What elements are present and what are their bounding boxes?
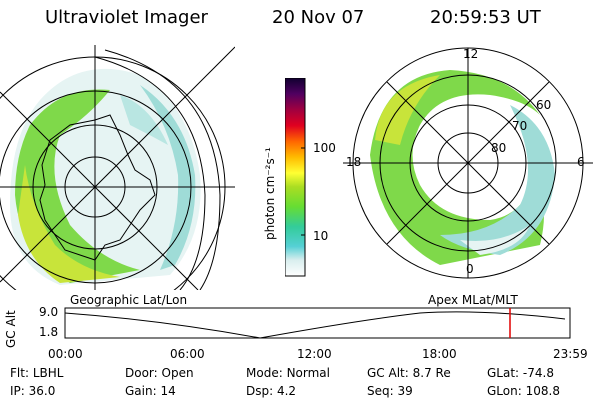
mlt-label-0: 0 — [466, 262, 474, 276]
mlat-label-70: 70 — [512, 119, 528, 133]
info-filter: Flt: LBHL — [10, 366, 64, 380]
mlat-label-60: 60 — [536, 98, 552, 112]
time-tick-1800: 18:00 — [422, 347, 457, 361]
mlt-label-12: 12 — [463, 47, 479, 61]
altitude-ytick-bottom: 1.8 — [39, 325, 59, 339]
colorbar-tick-10: 10 — [313, 229, 329, 243]
geographic-auroral-image — [0, 45, 235, 290]
info-ip: IP: 36.0 — [10, 384, 56, 398]
altitude-ylabel: GC Alt — [4, 310, 18, 348]
time-tick-0000: 00:00 — [48, 347, 83, 361]
info-glon: GLon: 108.8 — [487, 384, 560, 398]
info-glat: GLat: -74.8 — [487, 366, 554, 380]
time-tick-0600: 06:00 — [170, 347, 205, 361]
header-time: 20:59:53 UT — [430, 7, 541, 28]
info-gc-alt: GC Alt: 8.7 Re — [367, 366, 451, 380]
mlt-label-18: 18 — [346, 155, 362, 169]
instrument-title: Ultraviolet Imager — [45, 7, 208, 28]
colorbar-unit-label: photon cm⁻²s⁻¹ — [263, 147, 277, 240]
time-tick-2359: 23:59 — [553, 347, 588, 361]
info-mode: Mode: Normal — [246, 366, 330, 380]
altitude-plot — [64, 307, 571, 339]
magnetic-auroral-image — [343, 47, 593, 279]
time-tick-1200: 12:00 — [297, 347, 332, 361]
geographic-panel-label: Geographic Lat/Lon — [70, 293, 188, 307]
magnetic-panel-label: Apex MLat/MLT — [428, 293, 518, 307]
altitude-ytick-top: 9.0 — [39, 305, 59, 319]
info-gain: Gain: 14 — [125, 384, 176, 398]
info-dsp: Dsp: 4.2 — [246, 384, 297, 398]
info-seq: Seq: 39 — [367, 384, 413, 398]
mlat-label-80: 80 — [491, 141, 507, 155]
header-date: 20 Nov 07 — [272, 7, 365, 28]
mlt-label-6: 6 — [577, 155, 585, 169]
info-door: Door: Open — [125, 366, 194, 380]
colorbar-tick-100: 100 — [313, 141, 336, 155]
intensity-colorbar — [285, 78, 306, 277]
